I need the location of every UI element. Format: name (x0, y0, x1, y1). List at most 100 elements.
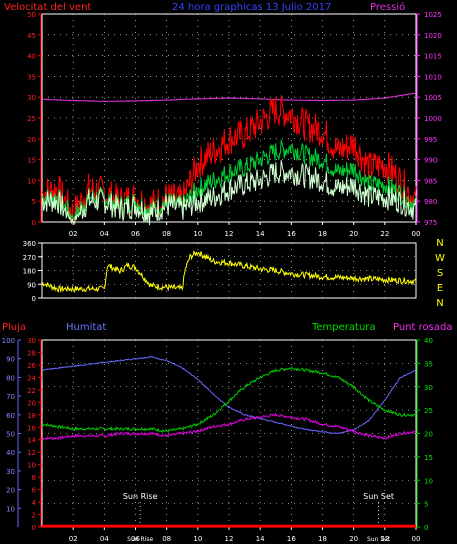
rain-tick-label: 14 (27, 437, 36, 445)
direction-tick-label: 360 (23, 240, 36, 248)
x-tick-label: 02 (69, 230, 78, 238)
humidity-tick-label: 30 (6, 468, 15, 476)
x-tick-label: 14 (256, 230, 265, 238)
pressure-tick-label: 1010 (424, 73, 442, 81)
pressure-tick-label: 985 (424, 177, 437, 185)
rain-tick-label: 26 (27, 362, 36, 370)
humidity-tick-label: 70 (6, 393, 15, 401)
rain-tick-label: 20 (27, 399, 36, 407)
x-tick-label: 06 (131, 230, 140, 238)
sun-annotation-axis: Sun Rise (127, 536, 153, 543)
rain-tick-label: 0 (32, 524, 36, 532)
x-tick-label: 12 (225, 535, 234, 543)
rain-tick-label: 22 (27, 387, 36, 395)
wind-tick-label: 15 (27, 157, 36, 165)
x-tick-label: 08 (162, 535, 171, 543)
sun-annotation: Sun Set (363, 492, 394, 501)
compass-label: E (437, 283, 443, 294)
series-temperatura (41, 367, 417, 433)
temperature-tick-label: 30 (424, 384, 433, 392)
rain-tick-label: 2 (32, 512, 36, 520)
humidity-tick-label: 90 (6, 356, 15, 364)
direction-tick-label: 0 (32, 295, 36, 303)
wind-tick-label: 10 (27, 177, 36, 185)
temperature-tick-label: 35 (424, 360, 433, 368)
pressure-tick-label: 1020 (424, 32, 442, 40)
x-tick-label: 04 (100, 230, 109, 238)
wind-tick-label: 0 (32, 219, 36, 227)
pressure-tick-label: 1025 (424, 11, 442, 19)
series-avg (41, 160, 417, 226)
pressure-tick-label: 995 (424, 136, 437, 144)
temperature-tick-label: 25 (424, 407, 433, 415)
x-tick-label: 02 (69, 535, 78, 543)
x-tick-label: 12 (225, 230, 234, 238)
wind-tick-label: 50 (27, 11, 36, 19)
direction-tick-label: 90 (27, 281, 36, 289)
x-tick-label: 16 (287, 535, 296, 543)
x-tick-label: 18 (318, 230, 327, 238)
humidity-tick-label: 20 (6, 487, 15, 495)
humidity-tick-label: 10 (6, 505, 15, 513)
rain-tick-label: 30 (27, 337, 36, 345)
chart-title: 24 hora graphicas 13 Julio 2017 (172, 2, 331, 13)
x-tick-label: 14 (256, 535, 265, 543)
rain-axis-label: Pluja (2, 322, 26, 333)
temperature-tick-label: 15 (424, 454, 433, 462)
pressure-tick-label: 980 (424, 198, 437, 206)
humidity-axis-label: Humitat (66, 322, 106, 333)
wind-tick-label: 25 (27, 115, 36, 123)
rain-tick-label: 6 (32, 487, 37, 495)
series-pressió (41, 92, 417, 103)
temperature-tick-label: 5 (424, 501, 428, 509)
x-tick-label: 10 (193, 535, 202, 543)
pressure-tick-label: 1015 (424, 53, 442, 61)
wind-tick-label: 35 (27, 73, 36, 81)
x-tick-label: 20 (349, 230, 358, 238)
wind-tick-label: 40 (27, 53, 36, 61)
humidity-tick-label: 40 (6, 449, 15, 457)
pressure-tick-label: 990 (424, 157, 437, 165)
rain-tick-label: 12 (27, 449, 36, 457)
x-tick-label: 10 (193, 230, 202, 238)
compass-label: N (436, 238, 443, 249)
rain-tick-label: 4 (32, 499, 37, 507)
temperature-axis-label: Temperatura (311, 322, 376, 333)
rain-tick-label: 16 (27, 424, 36, 432)
series-punt-rosada (41, 412, 417, 441)
compass-label: W (435, 253, 445, 264)
x-tick-label: 22 (380, 535, 389, 543)
series-direction (41, 250, 417, 294)
wind-tick-label: 20 (27, 136, 36, 144)
rain-tick-label: 8 (32, 474, 36, 482)
series-gust (41, 95, 417, 226)
x-tick-label: 00 (412, 230, 421, 238)
wind-tick-label: 5 (32, 198, 36, 206)
pressure-axis-label: Pressió (370, 1, 405, 13)
x-tick-label: 22 (380, 230, 389, 238)
direction-tick-label: 270 (23, 254, 36, 262)
pressure-tick-label: 975 (424, 219, 437, 227)
direction-tick-label: 180 (23, 268, 36, 276)
humidity-tick-label: 80 (6, 374, 15, 382)
humidity-tick-label: 100 (2, 337, 15, 345)
series-humitat (41, 356, 417, 434)
x-tick-label: 08 (162, 230, 171, 238)
pressure-tick-label: 1005 (424, 94, 442, 102)
x-tick-label: 16 (287, 230, 296, 238)
temperature-tick-label: 20 (424, 431, 433, 439)
x-tick-label: 04 (100, 535, 109, 543)
rain-tick-label: 10 (27, 462, 36, 470)
rain-tick-label: 18 (27, 412, 36, 420)
wind-tick-label: 30 (27, 94, 36, 102)
compass-label: S (437, 268, 443, 279)
rain-tick-label: 28 (27, 349, 36, 357)
x-tick-label: 20 (349, 535, 358, 543)
temperature-tick-label: 0 (424, 524, 428, 532)
series-wind (41, 139, 417, 221)
sun-annotation: Sun Rise (123, 492, 158, 501)
temperature-tick-label: 40 (424, 337, 433, 345)
temperature-tick-label: 10 (424, 477, 433, 485)
pressure-tick-label: 1000 (424, 115, 442, 123)
